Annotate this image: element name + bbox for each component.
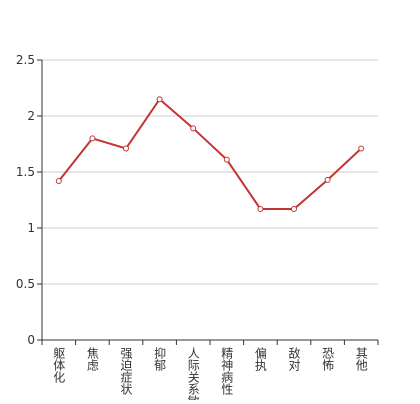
x-tick-label: 恐怖: [321, 347, 335, 371]
point: [156, 96, 163, 103]
y-tick-label: 2.5: [16, 53, 35, 67]
point: [89, 135, 96, 142]
x-tick-label: 人际关系敏感: [186, 347, 200, 400]
y-tick-label: 0.5: [16, 277, 35, 291]
point: [223, 156, 230, 163]
point: [324, 176, 331, 183]
x-tick-label: 其他: [354, 347, 368, 371]
x-tick-label: 敌对: [287, 346, 301, 371]
point: [123, 145, 129, 152]
x-tick-label: 精神病性: [220, 347, 234, 396]
y-tick-label: 1: [27, 221, 35, 235]
point: [55, 177, 62, 184]
line: [58, 97, 362, 210]
y-tick-label: 1.5: [16, 165, 35, 179]
point: [358, 145, 365, 152]
point: [190, 125, 197, 132]
x-tick-label: 偏执: [253, 346, 267, 372]
x-tick-label: 抑郁: [153, 346, 167, 372]
point: [257, 205, 264, 212]
x-tick-label: 焦虑: [85, 347, 99, 371]
point: [291, 205, 297, 212]
x-tick-label: 强迫症状: [119, 347, 133, 395]
y-tick-label: 2: [27, 109, 35, 123]
x-tick-label: 躯体化: [52, 346, 66, 384]
y-tick-label: 0: [27, 333, 35, 347]
